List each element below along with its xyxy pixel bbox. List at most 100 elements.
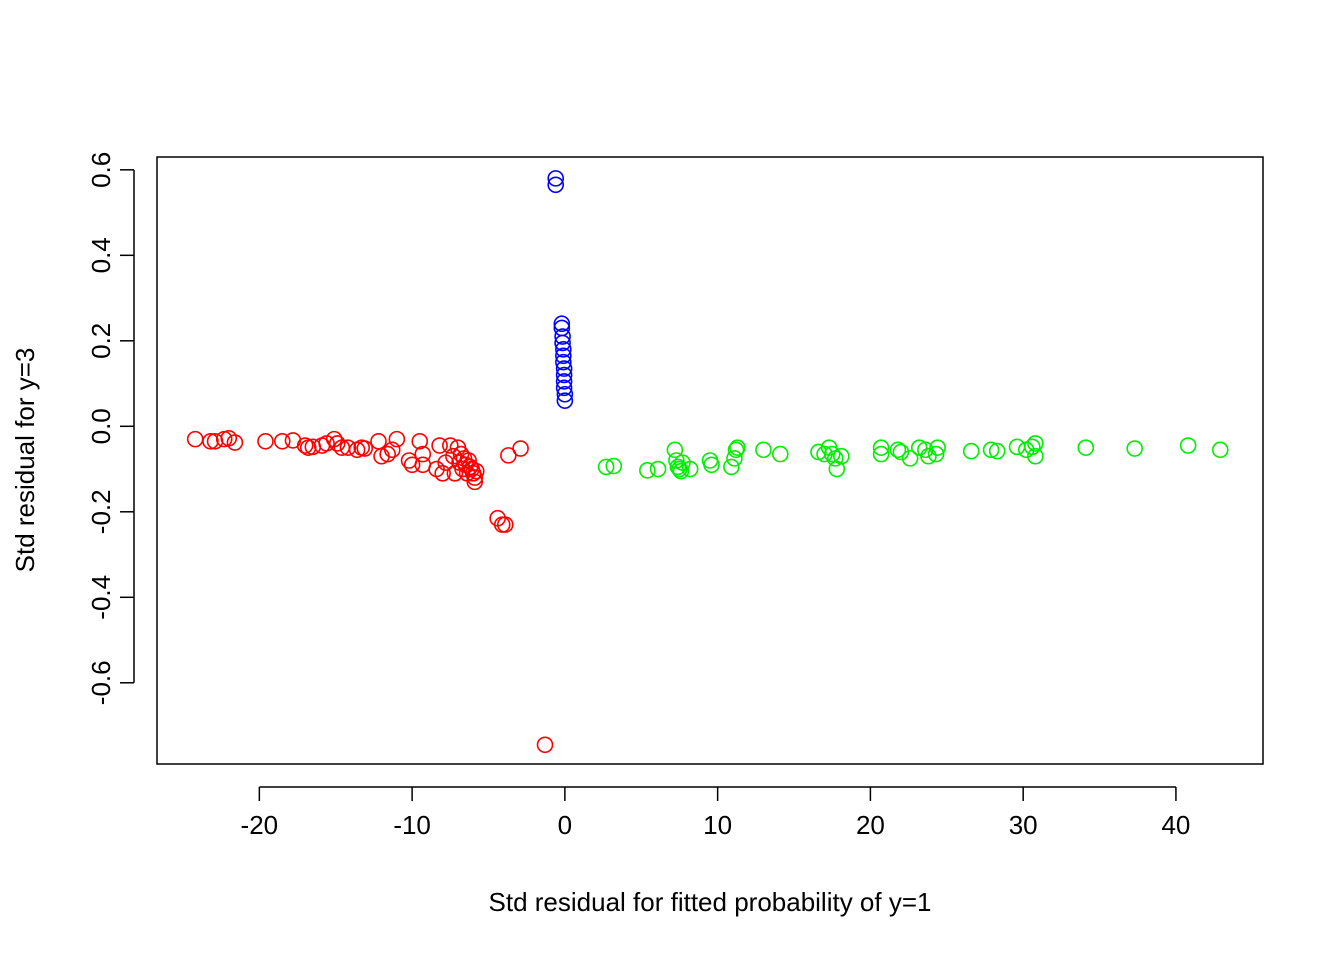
data-point	[554, 328, 571, 345]
data-point	[1126, 440, 1143, 457]
x-tick-label: 10	[703, 810, 732, 840]
x-tick-label: -10	[393, 810, 431, 840]
data-point	[202, 432, 219, 450]
data-point	[379, 445, 396, 463]
data-point	[414, 445, 432, 463]
data-point	[729, 439, 746, 456]
data-point	[273, 432, 291, 450]
data-point	[400, 452, 418, 469]
y-tick-label: -0.6	[86, 660, 116, 705]
data-points	[186, 170, 1229, 754]
data-point	[555, 366, 573, 384]
data-point	[988, 442, 1006, 460]
data-point	[672, 462, 690, 480]
x-tick-label: 0	[558, 810, 572, 840]
y-tick-label: -0.2	[86, 489, 116, 534]
data-point	[872, 439, 890, 456]
data-point	[383, 441, 401, 459]
data-point	[414, 456, 432, 474]
data-point	[669, 458, 687, 476]
data-point	[755, 441, 772, 459]
data-point	[727, 441, 745, 459]
x-tick-label: 30	[1009, 810, 1038, 840]
data-point	[556, 385, 574, 403]
data-point	[726, 450, 743, 467]
data-point	[901, 450, 919, 467]
data-point	[370, 432, 387, 450]
data-point	[226, 434, 244, 451]
y-tick-label: 0.2	[86, 323, 116, 359]
data-point	[927, 445, 945, 463]
y-tick-label: 0.4	[86, 237, 116, 273]
y-tick-label: 0.6	[86, 152, 116, 188]
data-point	[1027, 435, 1044, 452]
data-point	[889, 441, 907, 459]
data-point	[681, 460, 699, 478]
data-point	[296, 437, 314, 454]
x-tick-label: 20	[856, 810, 885, 840]
data-point	[920, 447, 937, 465]
data-point	[466, 473, 484, 491]
y-axis-title: Std residual for y=3	[10, 348, 40, 573]
data-point	[431, 437, 448, 454]
data-point	[467, 462, 485, 480]
plot-frame	[156, 156, 1264, 765]
data-point	[553, 315, 571, 333]
x-tick-label: -20	[241, 810, 279, 840]
data-point	[445, 447, 462, 465]
data-point	[555, 373, 573, 390]
data-point	[1008, 438, 1026, 456]
data-point	[339, 439, 357, 456]
y-tick-label: 0.0	[86, 408, 116, 444]
data-point	[556, 392, 574, 409]
data-point	[929, 439, 946, 456]
data-point	[703, 456, 720, 474]
data-point	[962, 442, 980, 460]
data-point	[555, 341, 572, 358]
data-point	[554, 334, 571, 352]
data-point	[666, 441, 684, 459]
data-point	[555, 360, 573, 377]
x-axis-title: Std residual for fitted probability of y…	[489, 887, 932, 917]
data-point	[1024, 438, 1041, 456]
data-point	[639, 462, 656, 479]
data-point	[547, 176, 565, 194]
data-point	[1179, 437, 1197, 454]
data-point	[1211, 441, 1229, 459]
y-tick-label: -0.4	[86, 575, 116, 620]
data-point	[1077, 439, 1095, 456]
data-point	[536, 736, 554, 754]
data-point	[403, 456, 421, 474]
data-point	[454, 460, 471, 478]
data-point	[547, 170, 565, 187]
data-point	[442, 437, 459, 454]
data-point	[605, 457, 623, 475]
x-tick-label: 40	[1161, 810, 1190, 840]
data-point	[597, 458, 615, 476]
data-point	[723, 458, 740, 476]
data-point	[982, 441, 1000, 459]
data-point	[555, 379, 573, 397]
y-axis: -0.6 -0.4 -0.2 0.0 0.2 0.4 0.6	[86, 152, 135, 705]
data-point	[555, 347, 572, 365]
data-point	[872, 445, 890, 463]
data-point	[649, 460, 667, 478]
data-point	[1027, 447, 1044, 465]
data-point	[512, 440, 529, 457]
data-point	[411, 432, 429, 450]
data-point	[892, 443, 910, 461]
data-point	[771, 445, 789, 463]
data-point	[466, 469, 484, 486]
data-point	[823, 445, 841, 463]
x-axis: -20 -10 0 10 20 30 40	[241, 786, 1190, 840]
data-point	[257, 432, 274, 450]
data-point	[434, 465, 451, 482]
data-point	[388, 430, 406, 448]
data-point	[328, 435, 346, 452]
data-point	[496, 516, 514, 533]
data-point	[186, 430, 204, 448]
data-point	[833, 447, 850, 465]
data-point	[555, 353, 572, 371]
data-point	[356, 440, 374, 457]
